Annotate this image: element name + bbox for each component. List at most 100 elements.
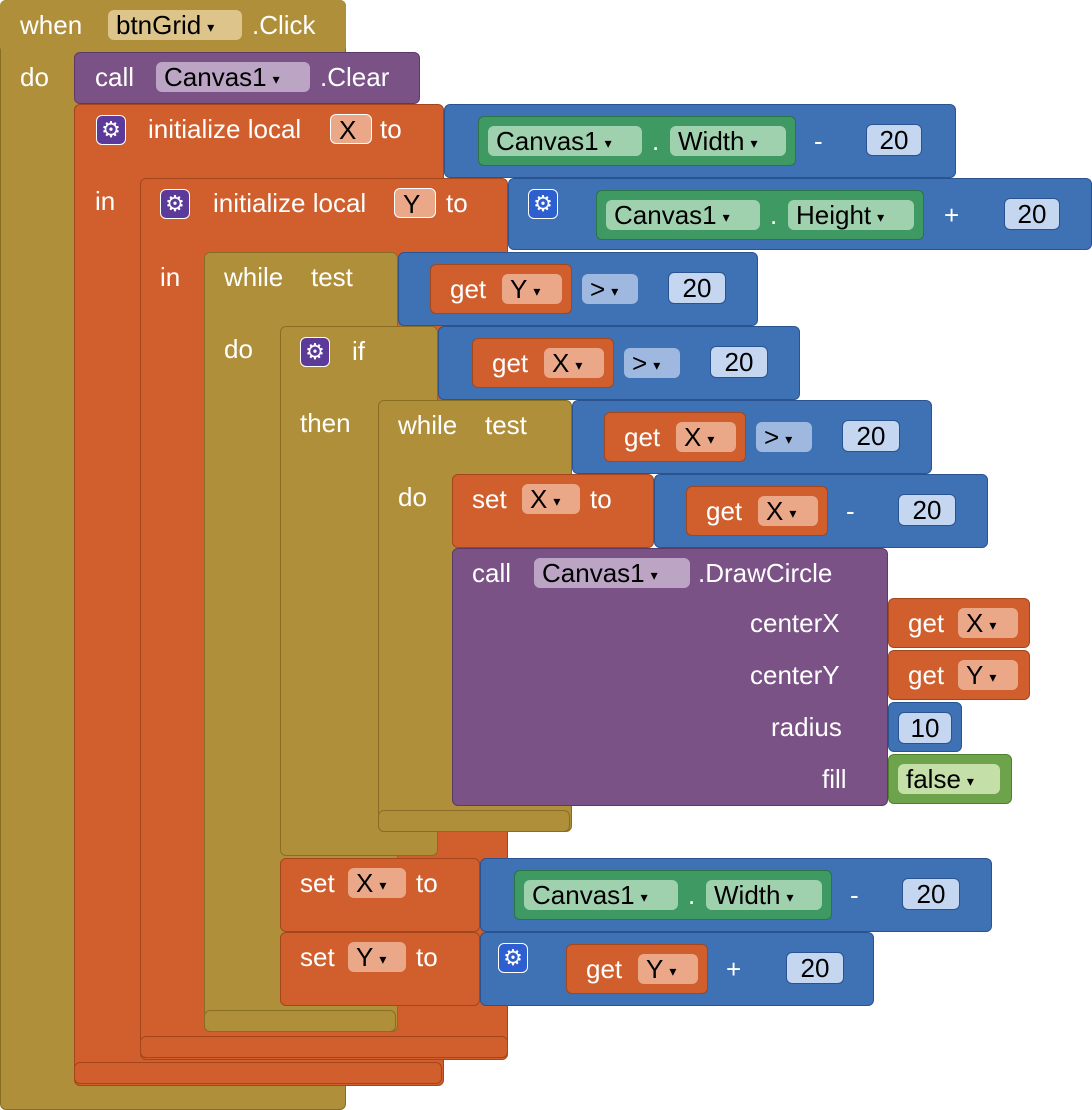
dropdown-arrow-icon: ▾ — [640, 889, 648, 906]
mutator-gear-icon[interactable]: ⚙ — [300, 337, 330, 367]
width-component-dropdown[interactable]: Canvas1 ▾ — [524, 880, 678, 910]
dot-sep: . — [770, 200, 778, 230]
width-prop-label: Width — [678, 126, 745, 156]
draw-component-label: Canvas1 — [542, 558, 645, 588]
width-prop-label: Width — [714, 880, 781, 910]
dropdown-arrow-icon: ▾ — [553, 493, 561, 510]
number-10[interactable]: 10 — [898, 712, 952, 744]
compare-op-label: > — [632, 348, 648, 378]
get-label: get — [492, 348, 529, 378]
dropdown-arrow-icon: ▾ — [707, 431, 715, 448]
dropdown-arrow-icon: ▾ — [785, 431, 793, 448]
compare-op-dropdown[interactable]: > ▾ — [582, 274, 638, 304]
compare-op-label: > — [590, 274, 606, 304]
mutator-gear-icon[interactable]: ⚙ — [96, 115, 126, 145]
get-var-dropdown[interactable]: Y ▾ — [958, 660, 1018, 690]
fill-label: fill — [822, 764, 847, 794]
get-y-block[interactable] — [430, 264, 572, 314]
height-prop-label: Height — [796, 200, 872, 230]
set-var-label: Y — [356, 942, 374, 972]
minus-op: - — [814, 126, 823, 156]
component-dropdown[interactable]: btnGrid ▾ — [108, 10, 242, 40]
dropdown-arrow-icon: ▾ — [379, 951, 387, 968]
event-name: .Click — [252, 10, 316, 40]
get-var-dropdown[interactable]: X ▾ — [676, 422, 736, 452]
width-component-label: Canvas1 — [496, 126, 599, 156]
get-var-dropdown[interactable]: Y ▾ — [502, 274, 562, 304]
number-20[interactable]: 20 — [710, 346, 768, 378]
test-label: test — [311, 262, 353, 292]
dropdown-arrow-icon: ▾ — [533, 283, 541, 300]
get-var-dropdown[interactable]: X ▾ — [958, 608, 1018, 638]
draw-component-dropdown[interactable]: Canvas1 ▾ — [534, 558, 690, 588]
set-label: set — [472, 484, 507, 514]
width-component-dropdown[interactable]: Canvas1 ▾ — [488, 126, 642, 156]
number-20[interactable]: 20 — [842, 420, 900, 452]
get-label: get — [586, 954, 623, 984]
minus-op: - — [850, 880, 859, 910]
set-var-dropdown[interactable]: Y ▾ — [348, 942, 406, 972]
mutator-gear-icon[interactable]: ⚙ — [160, 189, 190, 219]
while-label: while — [224, 262, 284, 292]
get-var-dropdown[interactable]: Y ▾ — [638, 954, 698, 984]
mutator-gear-icon[interactable]: ⚙ — [528, 189, 558, 219]
set-to-label: to — [416, 942, 438, 972]
compare-op-label: > — [764, 422, 780, 452]
set-var-label: X — [530, 484, 548, 514]
number-20[interactable]: 20 — [1004, 198, 1060, 230]
number-20[interactable]: 20 — [668, 272, 726, 304]
boolean-label: false — [906, 764, 961, 794]
get-var-label: Y — [966, 660, 984, 690]
get-var-dropdown[interactable]: X ▾ — [544, 348, 604, 378]
compare-op-dropdown[interactable]: > ▾ — [624, 348, 680, 378]
dropdown-arrow-icon: ▾ — [575, 357, 583, 374]
number-20[interactable]: 20 — [898, 494, 956, 526]
width-prop-dropdown[interactable]: Width ▾ — [670, 126, 786, 156]
dropdown-arrow-icon: ▾ — [669, 963, 677, 980]
draw-circle-block[interactable] — [452, 548, 888, 806]
while-x-footer — [378, 810, 570, 832]
width-component-label: Canvas1 — [532, 880, 635, 910]
get-var-label: X — [684, 422, 702, 452]
number-20[interactable]: 20 — [866, 124, 922, 156]
height-component-dropdown[interactable]: Canvas1 ▾ — [606, 200, 760, 230]
boolean-dropdown[interactable]: false ▾ — [898, 764, 1000, 794]
do-label: do — [20, 62, 49, 92]
dropdown-arrow-icon: ▾ — [653, 357, 661, 374]
dropdown-arrow-icon: ▾ — [604, 135, 612, 152]
compare-op-dropdown[interactable]: > ▾ — [756, 422, 812, 452]
test-label: test — [485, 410, 527, 440]
while-do-label: do — [398, 482, 427, 512]
dot-sep: . — [688, 880, 696, 910]
mutator-gear-icon[interactable]: ⚙ — [498, 943, 528, 973]
dropdown-arrow-icon: ▾ — [611, 283, 619, 300]
get-var-dropdown[interactable]: X ▾ — [758, 496, 818, 526]
dot-sep: . — [652, 126, 660, 156]
dropdown-arrow-icon: ▾ — [966, 773, 974, 790]
set-label: set — [300, 942, 335, 972]
if-label: if — [352, 336, 365, 366]
get-label: get — [450, 274, 487, 304]
init-y-to: to — [446, 188, 468, 218]
dropdown-arrow-icon: ▾ — [877, 209, 885, 226]
plus-op: + — [944, 200, 960, 230]
local-var-y-name[interactable]: Y — [394, 188, 436, 219]
while-do-label: do — [224, 334, 253, 364]
plus-op: + — [726, 954, 742, 984]
number-20[interactable]: 20 — [902, 878, 960, 910]
dropdown-arrow-icon: ▾ — [989, 617, 997, 634]
dropdown-arrow-icon: ▾ — [650, 567, 658, 584]
get-label: get — [908, 608, 945, 638]
height-prop-dropdown[interactable]: Height ▾ — [788, 200, 914, 230]
set-to-label: to — [590, 484, 612, 514]
number-20[interactable]: 20 — [786, 952, 844, 984]
set-var-dropdown[interactable]: X ▾ — [348, 868, 406, 898]
centery-label: centerY — [750, 660, 840, 690]
get-label: get — [624, 422, 661, 452]
clear-component-dropdown[interactable]: Canvas1 ▾ — [156, 62, 310, 92]
local-var-x-name[interactable]: X — [330, 114, 372, 145]
set-var-dropdown[interactable]: X ▾ — [522, 484, 580, 514]
clear-component-label: Canvas1 — [164, 62, 267, 92]
init-x-footer — [74, 1062, 442, 1084]
width-prop-dropdown[interactable]: Width ▾ — [706, 880, 822, 910]
